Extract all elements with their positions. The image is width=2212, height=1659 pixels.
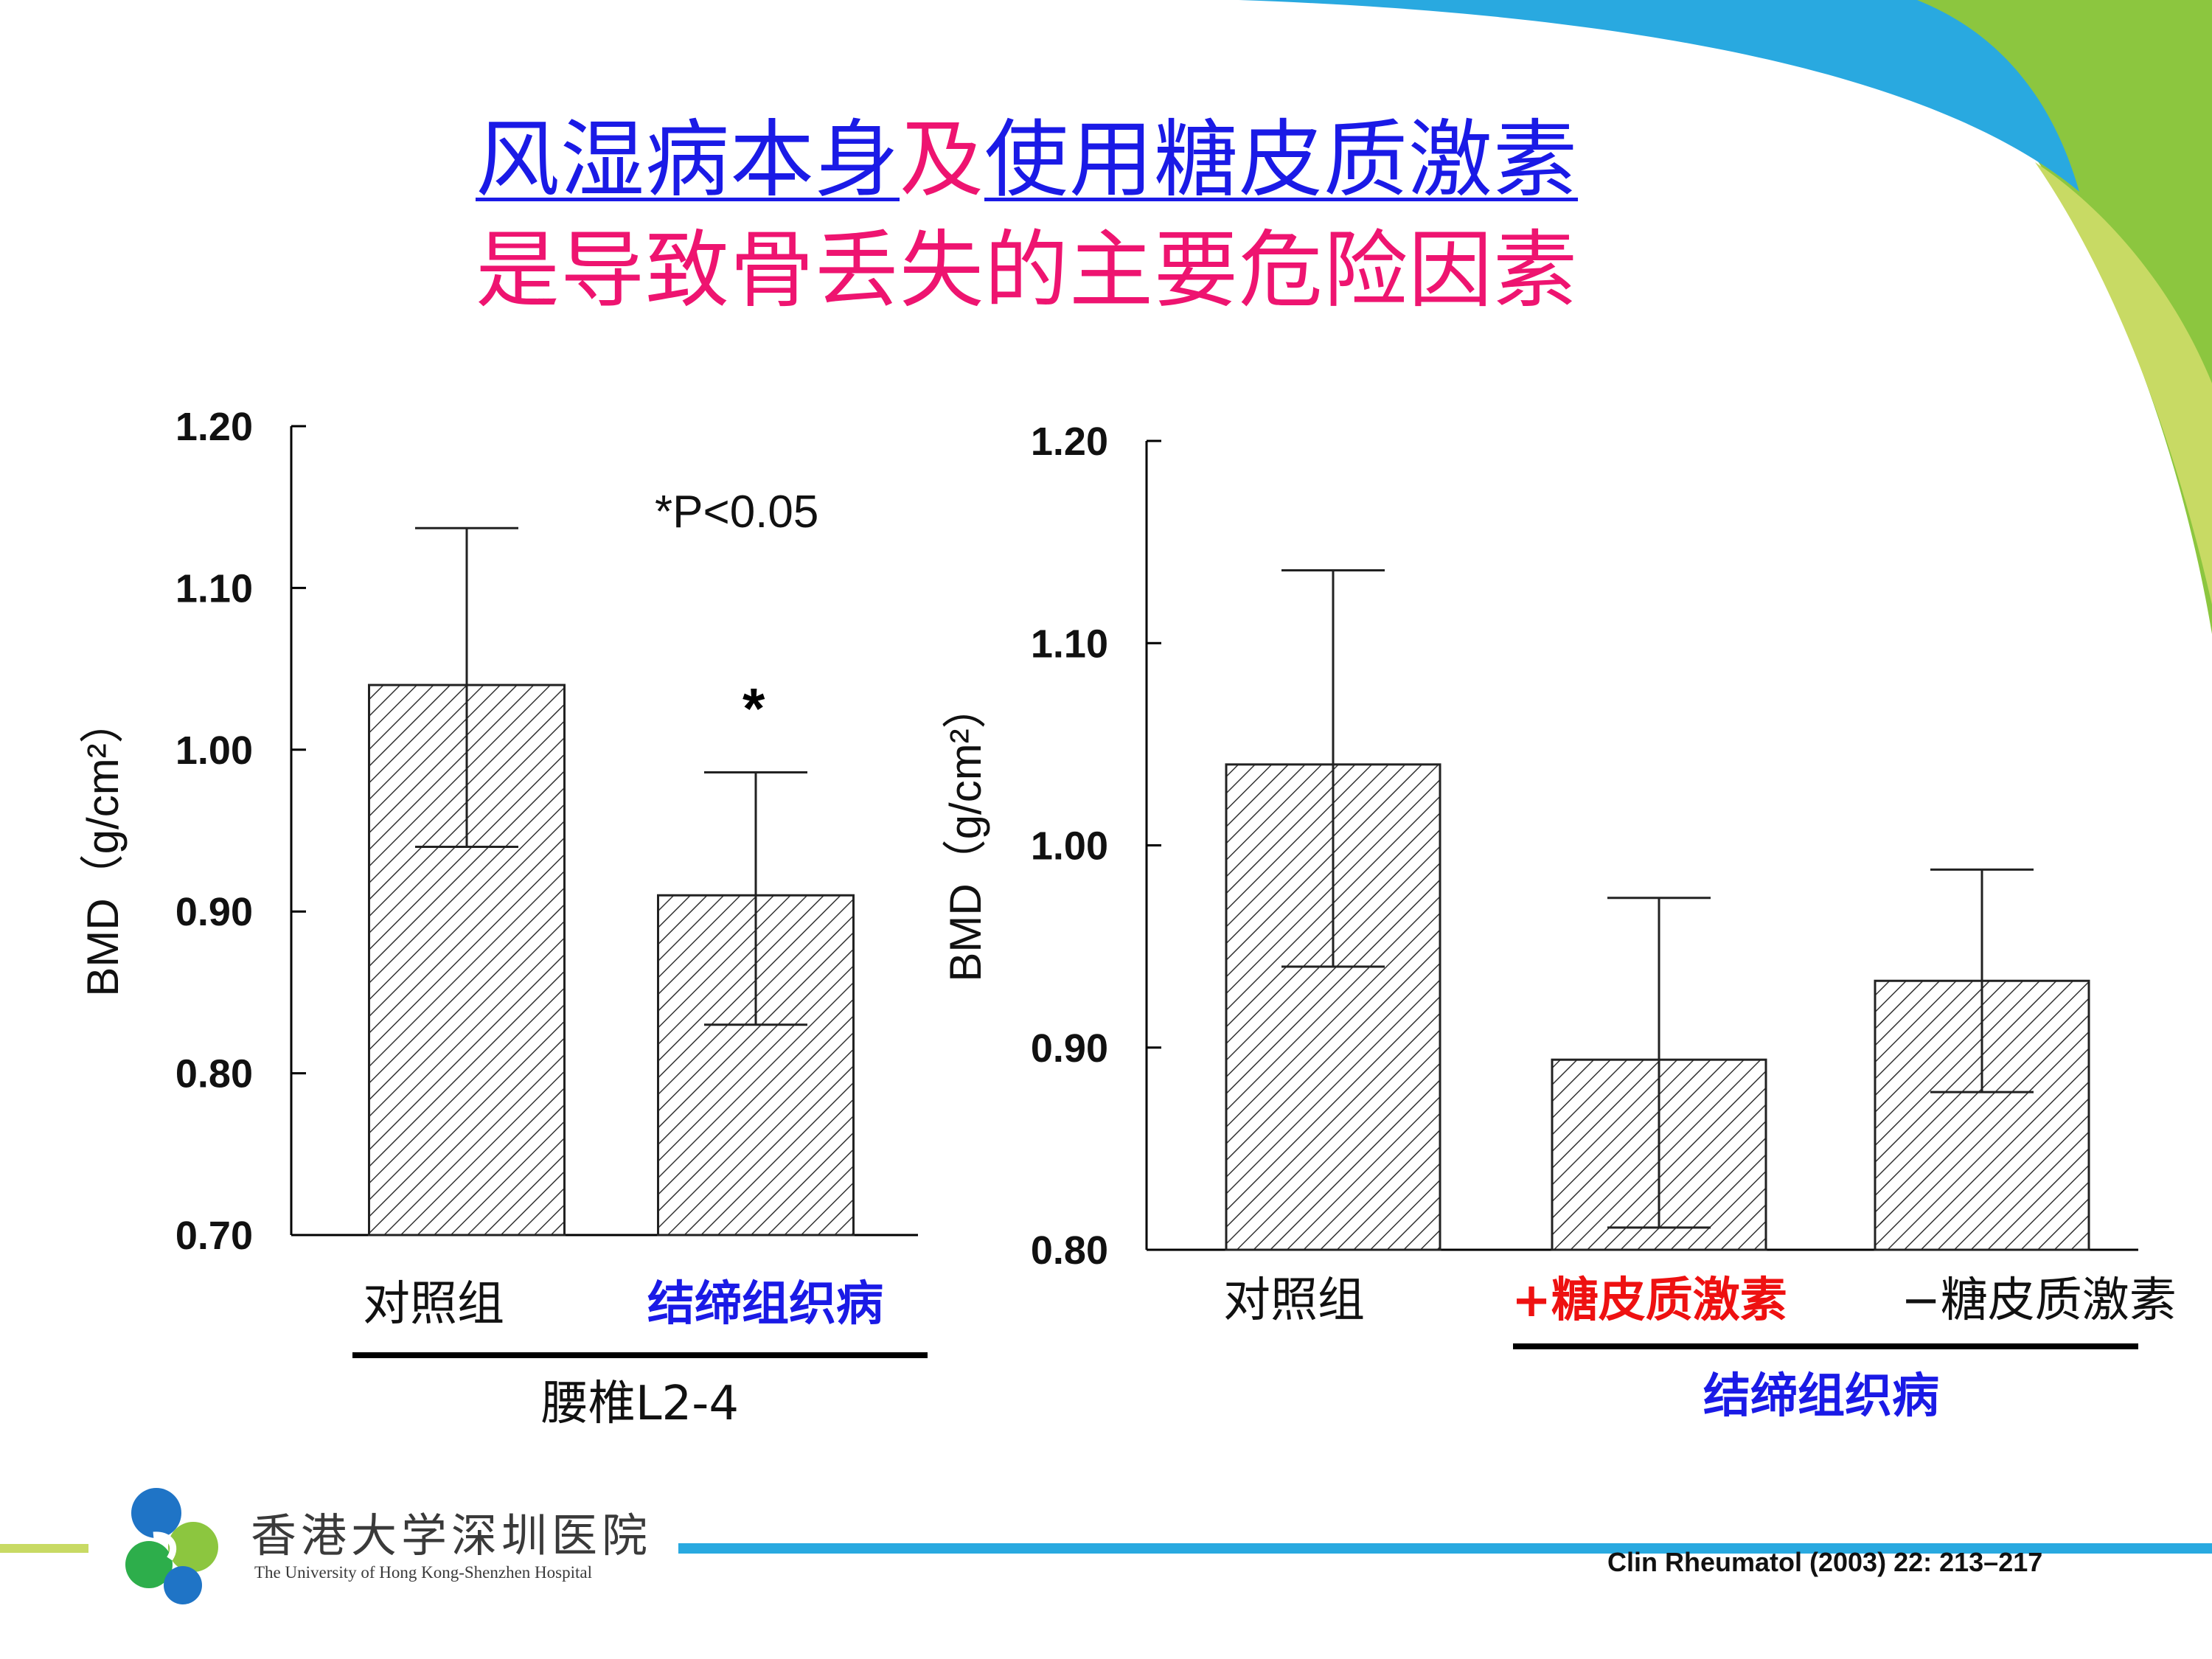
right-y-axis-label: BMD（g/cm²） <box>941 684 990 981</box>
left-ytick-label: 1.10 <box>175 566 253 611</box>
significance-note: *P<0.05 <box>655 487 818 538</box>
title-part-disease: 风湿病本身 <box>476 111 900 209</box>
left-significance-star: * <box>742 676 765 741</box>
right-category-label: −糖皮质激素 <box>1901 1273 2177 1328</box>
left-y-axis-label: BMD（g/cm²） <box>78 699 128 996</box>
slide-title-line2: 是导致骨丢失的主要危险因素 <box>476 221 1579 319</box>
hospital-logo <box>125 1488 218 1604</box>
deco-green-swoosh <box>1858 0 2212 634</box>
left-ytick-label: 1.20 <box>175 405 253 449</box>
right-category-label: +糖皮质激素 <box>1512 1273 1787 1328</box>
right-group-label: 结缔组织病 <box>1703 1369 1939 1424</box>
right-ytick-label: 1.20 <box>1031 420 1108 464</box>
left-ytick-label: 0.70 <box>175 1214 253 1258</box>
title-part-glucocorticoid: 使用糖皮质激素 <box>984 111 1579 209</box>
left-category-label: 结缔组织病 <box>647 1277 883 1332</box>
right-ytick-label: 1.00 <box>1031 824 1108 869</box>
left-category-label: 对照组 <box>363 1277 504 1332</box>
left-group-label: 腰椎L2-4 <box>541 1377 739 1431</box>
right-category-label: 对照组 <box>1223 1273 1365 1328</box>
citation: Clin Rheumatol (2003) 22: 213–217 <box>1607 1547 2043 1577</box>
left-ytick-label: 0.90 <box>175 890 253 934</box>
slide-title-line1: 风湿病本身及使用糖皮质激素 <box>476 118 1578 202</box>
title-connector: 及 <box>900 111 985 209</box>
right-ytick-label: 0.90 <box>1031 1026 1108 1071</box>
hospital-name-en: The University of Hong Kong-Shenzhen Hos… <box>254 1563 593 1582</box>
right-ytick-label: 0.80 <box>1031 1228 1108 1273</box>
deco-lime-swoosh <box>2035 162 2212 605</box>
deco-blue-swoosh <box>1239 0 2079 192</box>
hospital-name-cn: 香港大学深圳医院 <box>251 1509 653 1562</box>
right-ytick-label: 1.10 <box>1031 622 1108 666</box>
left-ytick-label: 1.00 <box>175 728 253 773</box>
left-ytick-label: 0.80 <box>175 1052 253 1096</box>
